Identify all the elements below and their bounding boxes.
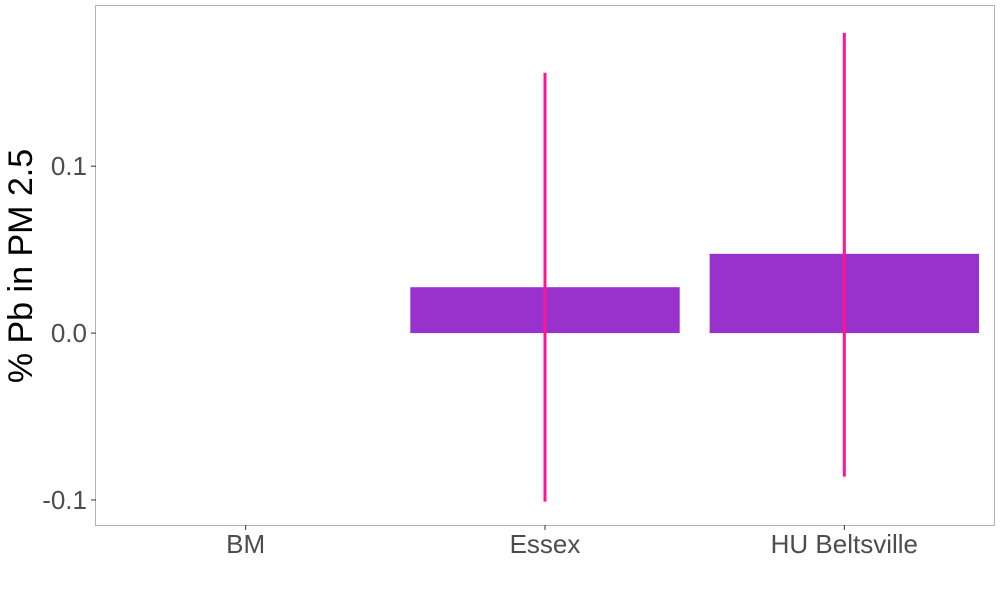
error-bars-layer	[543, 32, 846, 502]
y-tick-label: 0.0	[51, 318, 87, 348]
y-axis-title: % Pb in PM 2.5	[2, 149, 40, 383]
x-tick-label: HU Beltsville	[771, 529, 918, 559]
y-tick-label: 0.1	[51, 151, 87, 181]
x-tick-label: Essex	[510, 529, 581, 559]
x-tick-label: BM	[226, 529, 265, 559]
y-axis: -0.1 0.0 0.1	[42, 151, 96, 515]
x-axis: BM Essex HU Beltsville	[226, 525, 918, 559]
y-tick-label: -0.1	[42, 485, 87, 515]
